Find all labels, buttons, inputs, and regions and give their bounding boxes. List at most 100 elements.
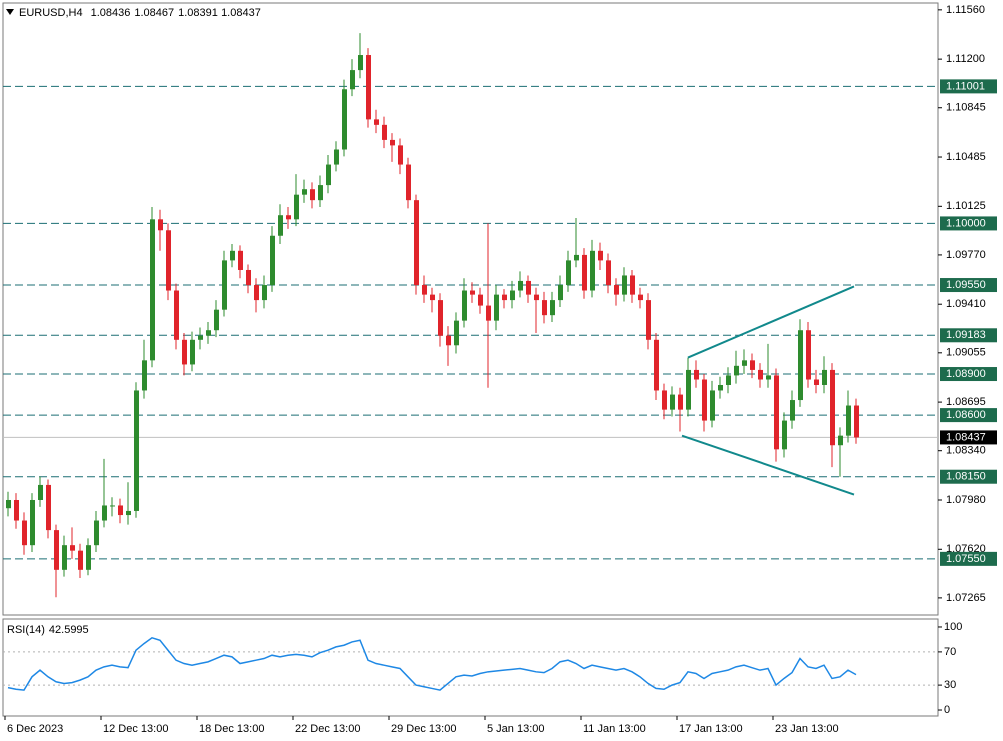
candle-body [726,375,731,385]
candle-body [710,390,715,421]
candle-body [334,149,339,165]
candle-body [494,294,499,321]
level-label: 1.08600 [946,409,986,421]
y-tick-label: 1.10845 [946,102,986,114]
candle-body [134,390,139,511]
candle-body [6,499,11,509]
level-label-box [940,79,997,94]
level-label: 1.09550 [946,279,986,291]
candle-body [198,335,203,340]
candle-body [518,280,523,291]
candle-body [798,330,803,401]
y-tick-label: 1.09055 [946,347,986,359]
candle-body [422,285,427,295]
candle-body [246,269,251,286]
candle-body [662,390,667,410]
rsi-tick-label: 0 [944,704,950,716]
candle-body [782,420,787,450]
candle-body [118,505,123,516]
symbol: EURUSD,H4 [19,7,83,19]
candle-body [342,89,347,150]
rsi-tick-label: 70 [944,646,956,658]
close: 1.08437 [221,7,261,19]
level-label: 1.11001 [946,80,985,92]
candle-body [502,294,507,301]
candle-body [358,55,363,71]
level-label: 1.08150 [946,471,986,483]
candle-body [54,530,59,570]
candle-body [534,294,539,301]
candle-body [614,285,619,295]
level-label-box [940,469,997,484]
candle-body [582,254,587,291]
candle-body [830,369,835,446]
candle-body [718,384,723,391]
candle-body [430,294,435,301]
candle-body [278,215,283,236]
rsi-name: RSI(14) [7,624,45,636]
candle-body [654,339,659,391]
x-tick-label: 23 Jan 13:00 [775,723,839,735]
candle-body [286,215,291,220]
candle-body [790,400,795,421]
x-tick-label: 29 Dec 13:00 [391,723,456,735]
candle-body [366,55,371,120]
current-price-box [940,430,997,445]
low: 1.08391 [178,7,218,19]
candle-body [510,290,515,301]
candle-body [318,185,323,201]
candle-body [150,219,155,361]
level-label: 1.08900 [946,368,986,380]
candle-body [398,145,403,165]
rsi-panel [2,618,939,717]
candle-body [774,375,779,450]
candle-body [238,250,243,270]
candle-body [310,189,315,201]
y-tick-label: 1.08340 [946,445,986,457]
candle-body [302,189,307,195]
candle-body [38,484,43,500]
candle-body [182,339,187,365]
candle-body [438,300,443,336]
level-label-box [940,328,997,343]
candle-body [526,280,531,295]
marks: 1.11560 1.11200 1.10845 1.10485 1.10125 1.097… [3,4,997,735]
candle-body [62,545,67,570]
candle-body [78,550,83,570]
candle-body [294,194,299,220]
candle-body [142,360,147,391]
candle-body [630,275,635,295]
level-label-box [940,408,997,423]
candle-body [230,250,235,261]
candle-body [166,230,171,291]
rsi-tick-label: 100 [944,621,962,633]
rsi-tick-label: 30 [944,679,956,691]
y-tick-label: 1.08695 [946,396,986,408]
candle-body [542,300,547,316]
candle-body [686,369,691,410]
candle-body [126,510,131,516]
candle-body [670,394,675,410]
y-tick-label: 1.09410 [946,298,986,310]
y-tick-label: 1.10125 [946,200,986,212]
candle-body [758,369,763,380]
candle-body [86,545,91,570]
y-tick-label: 1.07265 [946,592,986,604]
candle-body [270,235,275,286]
y-tick-label: 1.07980 [946,494,986,506]
candle-body [678,394,683,410]
candle-body [846,405,851,436]
candle-body [470,290,475,295]
candle-body [478,294,483,306]
candle-body [406,164,411,201]
trendline [687,285,855,359]
candle-body [702,379,707,421]
candle-body [206,330,211,336]
candle-body [646,300,651,340]
candle-body [854,405,859,438]
candle-body [550,300,555,316]
candle-body [214,309,219,331]
level-label: 1.09183 [946,329,986,341]
